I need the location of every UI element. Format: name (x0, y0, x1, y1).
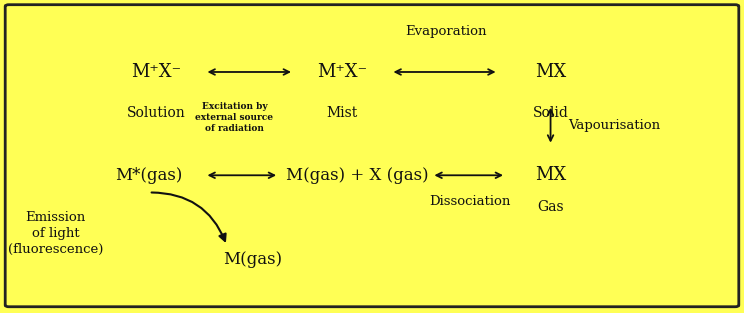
Text: Excitation by
external source
of radiation: Excitation by external source of radiati… (196, 102, 273, 133)
Text: Solid: Solid (533, 106, 568, 120)
Text: Emission
of light
(fluorescence): Emission of light (fluorescence) (8, 211, 103, 256)
Text: M(gas): M(gas) (223, 251, 283, 268)
Text: M⁺X⁻: M⁺X⁻ (131, 63, 182, 81)
Text: M*(gas): M*(gas) (115, 167, 182, 184)
Text: M⁺X⁻: M⁺X⁻ (317, 63, 368, 81)
Text: Evaporation: Evaporation (405, 25, 487, 38)
Text: Dissociation: Dissociation (429, 195, 511, 208)
Text: MX: MX (535, 166, 566, 184)
Text: M(gas) + X (gas): M(gas) + X (gas) (286, 167, 429, 184)
FancyBboxPatch shape (5, 5, 739, 307)
Text: Gas: Gas (537, 200, 564, 213)
Text: MX: MX (535, 63, 566, 81)
Text: Mist: Mist (327, 106, 358, 120)
Text: Solution: Solution (127, 106, 185, 120)
Text: Vapourisation: Vapourisation (568, 119, 660, 132)
